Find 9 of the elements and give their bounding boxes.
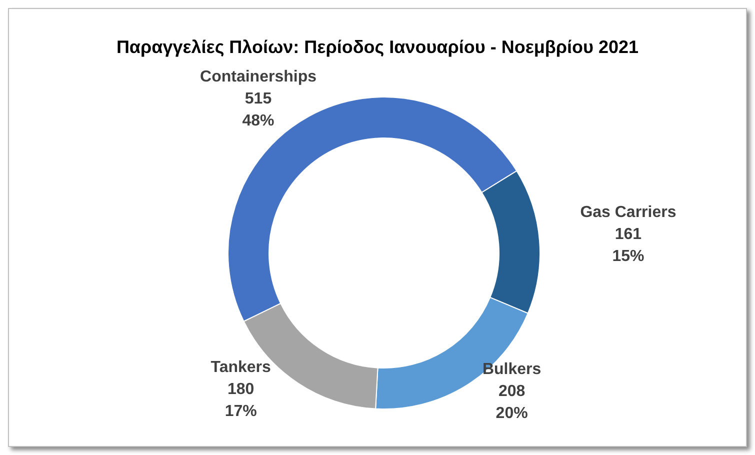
data-label: 515 48% <box>242 90 274 130</box>
slice-label: Containerships <box>200 68 317 86</box>
chart-title: Παραγγελίες Πλοίων: Περίοδος Ιανουαρίου - Νοεμβρίου 2021 <box>115 37 640 58</box>
slice-label: Bulkers <box>482 361 542 378</box>
data-label: 208 20% <box>496 383 528 422</box>
data-label: 161 15% <box>612 226 644 265</box>
slice-label: Gas Carriers <box>580 204 676 221</box>
data-label: 180 17% <box>224 380 257 420</box>
slice-label: Tankers <box>210 358 272 376</box>
